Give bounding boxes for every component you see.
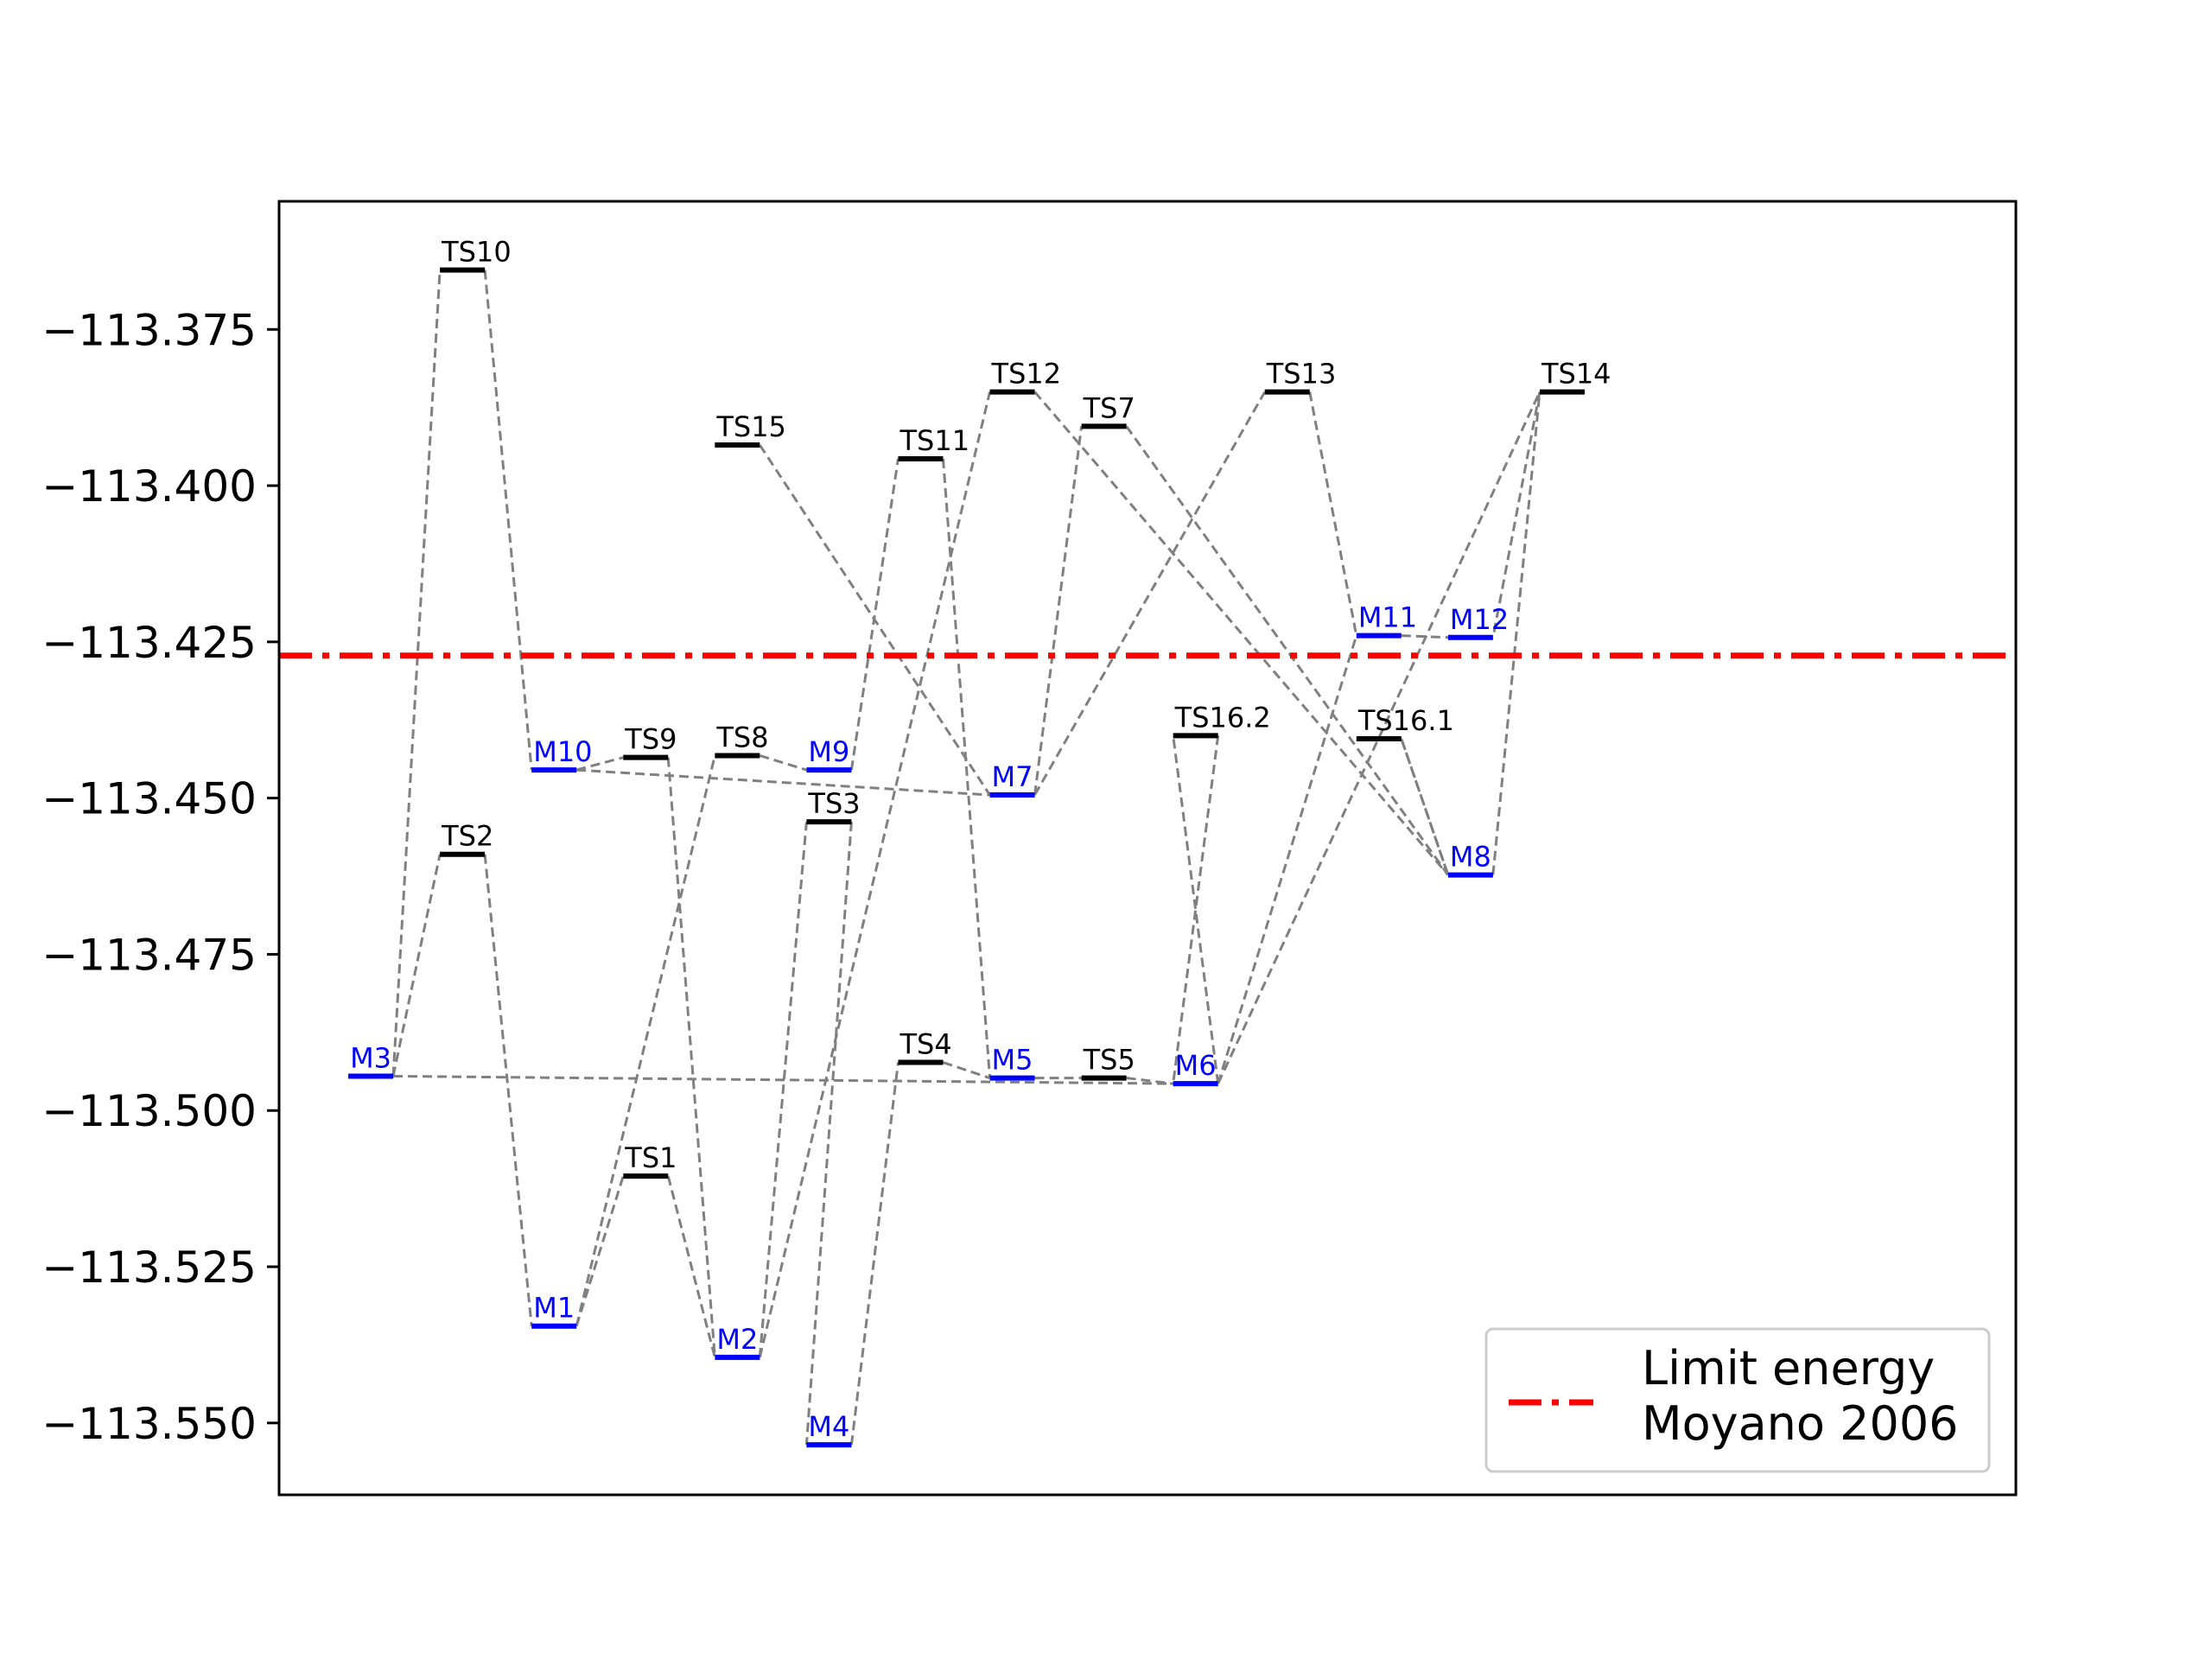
level-label-m3: M3	[350, 1041, 391, 1074]
connector-m1-ts1-5	[575, 1175, 625, 1327]
level-label-ts10: TS10	[441, 236, 512, 269]
level-label-m7: M7	[992, 760, 1033, 793]
level-label-m2: M2	[716, 1323, 758, 1356]
connector-ts5-m6-26	[1126, 1077, 1173, 1085]
connector-m1-ts8-7	[575, 755, 716, 1327]
connector-ts12-m8-15	[1033, 391, 1450, 876]
connector-m7-ts7-21	[1033, 426, 1084, 796]
connector-ts13-m11-24	[1308, 391, 1358, 636]
level-label-m9: M9	[808, 735, 849, 768]
connector-ts7-m8-22	[1125, 425, 1450, 876]
y-tick-label-6: −113.525	[41, 1243, 257, 1293]
level-label-m6: M6	[1175, 1049, 1217, 1082]
level-label-m8: M8	[1450, 841, 1491, 874]
connector-m6-ts14-31	[1217, 391, 1541, 1084]
level-label-m4: M4	[808, 1410, 849, 1443]
connector-m10-m7-11	[576, 768, 990, 797]
connector-ts1-m2-6	[666, 1175, 716, 1358]
level-label-m11: M11	[1358, 601, 1417, 634]
level-label-ts11: TS11	[899, 424, 969, 457]
connector-ts15-m7-20	[759, 444, 991, 796]
legend-entry-limit-energy: Limit energy	[1642, 1341, 1935, 1395]
connector-m9-ts11-18	[849, 458, 899, 771]
connector-ts4-m5-17	[943, 1061, 991, 1080]
level-label-m12: M12	[1450, 603, 1509, 636]
y-tick-label-5: −113.500	[41, 1086, 257, 1136]
level-label-m10: M10	[533, 735, 592, 768]
y-tick-label-1: −113.400	[41, 461, 257, 512]
legend-box	[1484, 1327, 1991, 1473]
level-label-ts12: TS12	[991, 358, 1062, 391]
connector-ts11-m5-19	[941, 458, 992, 1078]
level-label-ts2: TS2	[441, 820, 493, 853]
level-label-ts8: TS8	[715, 721, 768, 753]
connector-m10-ts9-9	[575, 756, 624, 772]
level-label-ts5: TS5	[1083, 1044, 1135, 1077]
energy-levels: M3 TS10 TS2 M10 M1 TS9 TS1 TS15 TS8 M2 M9 TS3 M4 TS11…	[348, 236, 1611, 1448]
level-label-ts14: TS14	[1541, 358, 1611, 391]
level-label-ts13: TS13	[1266, 358, 1337, 391]
y-tick-label-0: −113.375	[41, 305, 257, 355]
level-label-m5: M5	[992, 1044, 1033, 1077]
connector-m2-ts12-14	[758, 391, 992, 1358]
connector-m2-ts3-12	[758, 821, 808, 1358]
level-label-ts9: TS9	[624, 723, 677, 756]
level-label-ts15: TS15	[715, 410, 786, 443]
level-label-ts1: TS1	[624, 1141, 677, 1174]
level-label-ts3: TS3	[807, 787, 860, 820]
level-label-ts7: TS7	[1083, 391, 1135, 424]
connector-m3-m6-4	[393, 1074, 1173, 1085]
y-tick-label-7: −113.550	[41, 1399, 257, 1449]
plot-frame	[277, 200, 2018, 1497]
level-label-ts16-1: TS16.1	[1357, 704, 1454, 737]
y-tick-label-2: −113.425	[41, 618, 257, 668]
level-label-ts4: TS4	[899, 1028, 951, 1061]
connector-ts8-m9-8	[759, 754, 807, 772]
connector-ts9-m2-10	[666, 757, 716, 1358]
connector-m7-ts13-23	[1033, 391, 1267, 796]
connector-ts10-m10-1	[483, 270, 533, 771]
connector-ts16-1-m8-34	[1400, 738, 1450, 876]
connector-m4-ts4-16	[849, 1062, 899, 1446]
connector-m8-ts14-35	[1491, 391, 1541, 875]
level-label-ts16-2: TS16.2	[1174, 701, 1271, 734]
y-axis: −113.375 −113.400 −113.425 −113.450 −113.475…	[41, 305, 279, 1449]
y-tick-label-4: −113.475	[41, 930, 257, 980]
connector-ts14-m12-32	[1491, 391, 1541, 639]
level-label-m1: M1	[533, 1292, 575, 1325]
connector-ts2-m1-3	[483, 854, 533, 1326]
connector-m3-ts2-2	[391, 854, 442, 1077]
connector-ts3-m4-13	[804, 822, 853, 1446]
connector-m6-m11-29	[1217, 635, 1358, 1084]
legend-entry-moyano-2006: Moyano 2006	[1642, 1396, 1959, 1451]
connector-m3-ts10-0	[391, 270, 442, 1077]
y-tick-label-3: −113.450	[41, 774, 257, 824]
connector-lines	[391, 270, 1541, 1446]
